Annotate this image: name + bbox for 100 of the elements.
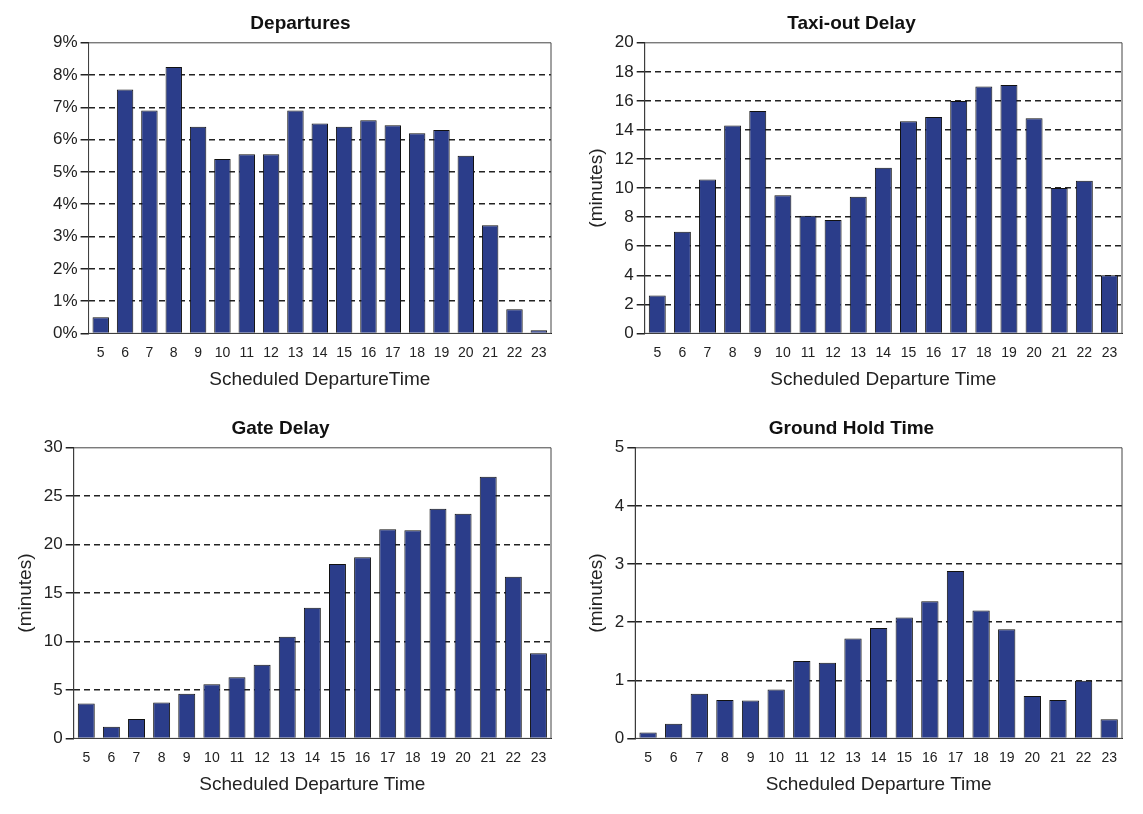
x-tick-label: 9	[753, 343, 762, 360]
y-tick-label: 4%	[52, 193, 78, 213]
x-tick-label: 10	[775, 343, 791, 360]
y-tick-label: 6%	[52, 129, 78, 149]
chart-title: Taxi-out Delay	[787, 11, 917, 33]
x-tick-label: 17	[385, 343, 401, 360]
x-tick-label: 5	[644, 748, 653, 765]
x-tick-label: 16	[360, 343, 377, 360]
y-tick-label: 4	[624, 264, 634, 284]
x-tick-label: 16	[925, 343, 942, 360]
y-axis-title: (minutes)	[584, 553, 606, 633]
x-tick-label: 10	[204, 748, 220, 765]
y-tick-label: 2%	[52, 258, 78, 278]
y-tick-label: 1%	[52, 290, 78, 310]
y-tick-label: 2	[624, 294, 634, 314]
y-tick-label: 10	[43, 631, 63, 651]
chart-title: Departures	[250, 11, 351, 33]
chart-title: Ground Hold Time	[768, 416, 935, 438]
x-tick-label: 7	[145, 343, 154, 360]
x-tick-label: 23	[1101, 748, 1118, 765]
x-tick-label: 21	[1051, 343, 1068, 360]
y-tick-label: 9%	[52, 32, 78, 52]
x-tick-label: 8	[728, 343, 737, 360]
x-tick-label: 16	[922, 748, 938, 765]
y-tick-label: 20	[43, 534, 63, 554]
x-tick-label: 23	[530, 748, 547, 765]
y-tick-label: 0	[624, 323, 634, 343]
x-tick-label: 20	[458, 343, 474, 360]
x-tick-label: 13	[279, 748, 296, 765]
x-tick-label: 8	[157, 748, 166, 765]
y-tick-label: 7%	[52, 97, 78, 117]
y-tick-label: 8%	[52, 64, 78, 84]
x-tick-label: 15	[336, 343, 353, 360]
y-tick-label: 5%	[52, 161, 78, 181]
x-tick-label: 11	[794, 748, 810, 765]
x-tick-label: 12	[263, 343, 280, 360]
y-tick-label: 2	[614, 611, 625, 631]
x-axis-title: Scheduled Departure Time	[199, 772, 426, 794]
y-tick-label: 15	[43, 582, 63, 602]
x-tick-label: 5	[653, 343, 662, 360]
y-tick-label: 5	[53, 679, 63, 699]
y-tick-label: 6	[624, 235, 634, 255]
x-tick-label: 18	[409, 343, 426, 360]
x-tick-label: 14	[870, 748, 887, 765]
x-tick-label: 19	[430, 748, 446, 765]
x-tick-label: 10	[214, 343, 231, 360]
x-tick-label: 17	[950, 343, 967, 360]
y-tick-label: 0	[53, 728, 63, 748]
x-tick-label: 12	[254, 748, 271, 765]
x-tick-label: 11	[239, 343, 255, 360]
x-tick-label: 13	[850, 343, 867, 360]
y-tick-label: 30	[43, 437, 63, 457]
y-tick-label: 3	[614, 553, 625, 573]
x-tick-label: 7	[703, 343, 712, 360]
x-tick-label: 9	[182, 748, 191, 765]
y-tick-label: 20	[614, 32, 634, 52]
x-tick-label: 9	[194, 343, 203, 360]
y-tick-label: 4	[614, 495, 625, 515]
y-tick-label: 3%	[52, 226, 78, 246]
x-tick-label: 23	[1101, 343, 1118, 360]
y-tick-label: 1	[614, 669, 625, 689]
x-tick-label: 22	[1076, 343, 1093, 360]
chart-title: Gate Delay	[231, 416, 331, 438]
x-tick-label: 19	[998, 748, 1015, 765]
y-tick-label: 0%	[52, 323, 78, 343]
x-tick-label: 13	[287, 343, 304, 360]
x-tick-label: 11	[229, 748, 245, 765]
x-tick-label: 22	[1075, 748, 1092, 765]
x-tick-label: 8	[721, 748, 730, 765]
x-tick-label: 7	[132, 748, 141, 765]
x-tick-label: 15	[329, 748, 346, 765]
x-tick-label: 14	[875, 343, 892, 360]
x-tick-label: 19	[433, 343, 450, 360]
y-tick-label: 14	[614, 119, 634, 139]
x-tick-label: 6	[669, 748, 678, 765]
x-tick-label: 20	[1026, 343, 1043, 360]
x-tick-label: 18	[405, 748, 421, 765]
x-tick-label: 21	[1050, 748, 1066, 765]
x-tick-label: 5	[82, 748, 91, 765]
x-tick-label: 21	[480, 748, 497, 765]
x-tick-label: 20	[455, 748, 472, 765]
y-tick-label: 25	[43, 485, 63, 505]
x-tick-label: 6	[107, 748, 116, 765]
y-tick-label: 8	[624, 206, 634, 226]
x-axis-title: Scheduled DepartureTime	[209, 367, 431, 389]
x-axis-title: Scheduled Departure Time	[770, 367, 997, 389]
x-axis-title: Scheduled Departure Time	[765, 772, 992, 794]
x-tick-label: 18	[973, 748, 990, 765]
x-tick-label: 16	[354, 748, 371, 765]
x-tick-label: 10	[768, 748, 785, 765]
x-tick-label: 14	[312, 343, 328, 360]
y-axis-title: (minutes)	[584, 148, 606, 228]
x-tick-label: 20	[1024, 748, 1041, 765]
y-tick-label: 0	[614, 728, 625, 748]
y-tick-label: 18	[614, 61, 634, 81]
x-tick-label: 19	[1001, 343, 1017, 360]
y-tick-label: 5	[614, 437, 625, 457]
x-tick-label: 8	[169, 343, 178, 360]
y-tick-label: 12	[614, 148, 634, 168]
x-tick-label: 7	[695, 748, 704, 765]
